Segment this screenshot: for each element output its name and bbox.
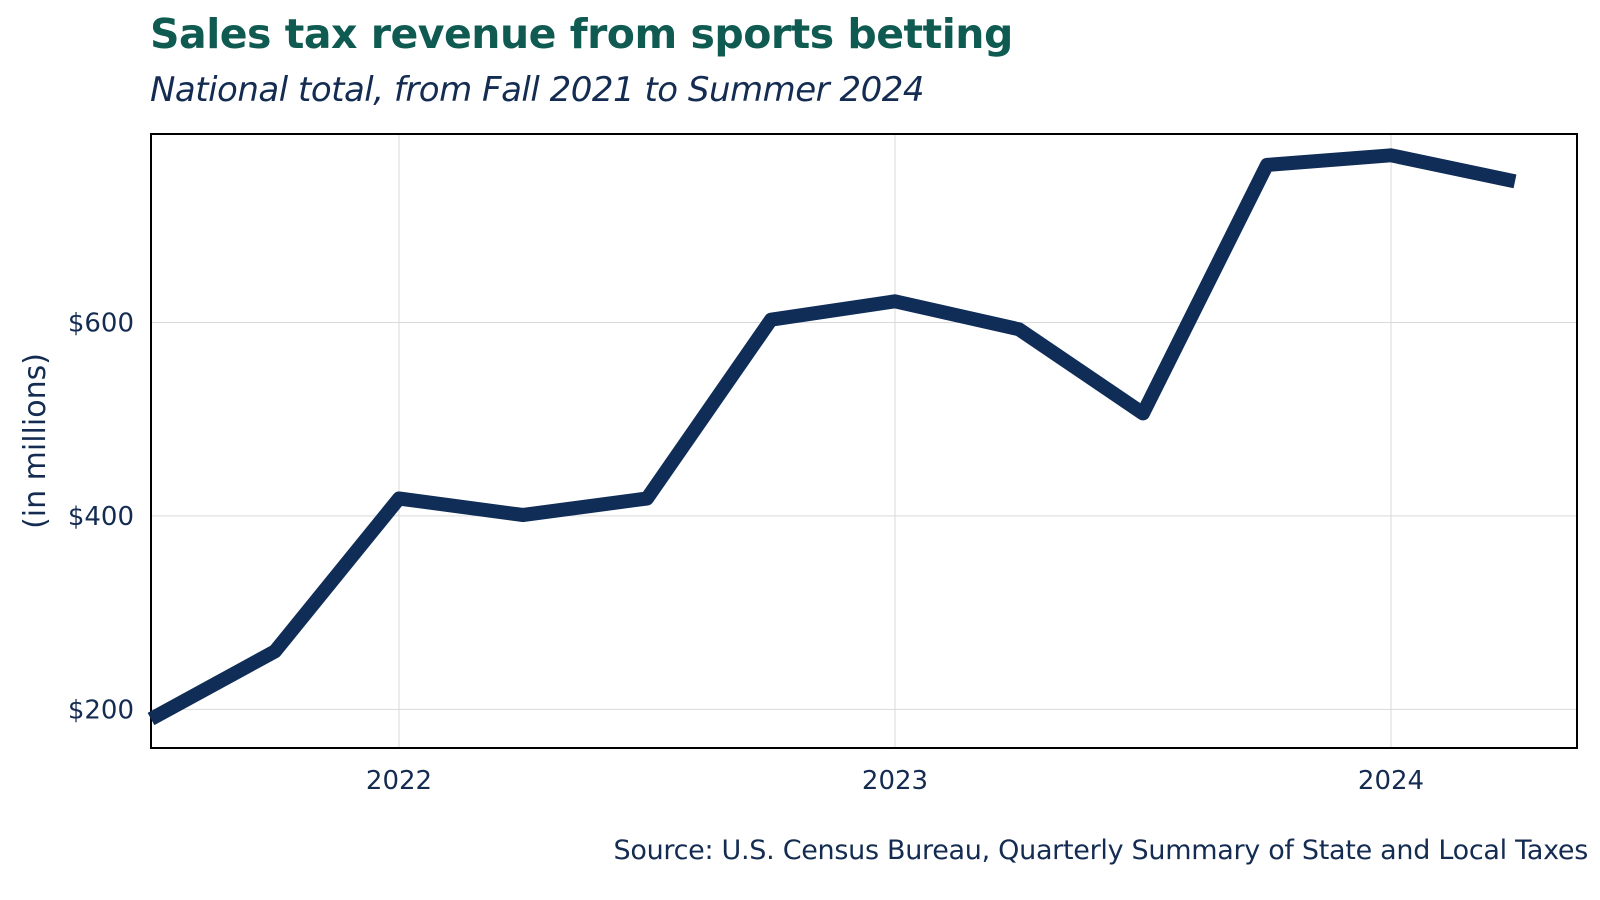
plot-frame xyxy=(150,133,1578,749)
x-tick-label-2024: 2024 xyxy=(1358,766,1424,796)
y-tick-label-400: $400 xyxy=(68,502,134,532)
data-point xyxy=(522,514,524,516)
data-point xyxy=(1514,180,1516,182)
series-line-0 xyxy=(147,148,1517,726)
grid-lines xyxy=(151,134,1577,748)
data-point xyxy=(1266,164,1268,166)
data-point xyxy=(1018,328,1020,330)
x-tick-label-2023: 2023 xyxy=(862,766,928,796)
chart-subtitle: National total, from Fall 2021 to Summer… xyxy=(150,70,925,110)
chart-title: Sales tax revenue from sports betting xyxy=(150,10,1013,58)
data-point xyxy=(1390,154,1392,156)
data-point xyxy=(150,718,152,720)
x-tick-label-2022: 2022 xyxy=(366,766,432,796)
y-tick-labels: $200 $400 $600 xyxy=(68,309,134,726)
source-note: Source: U.S. Census Bureau, Quarterly Su… xyxy=(613,835,1589,866)
y-tick-label-600: $600 xyxy=(68,309,134,339)
data-point xyxy=(894,300,896,302)
data-point xyxy=(646,498,648,500)
x-tick-labels: 2022 2023 2024 xyxy=(366,766,1424,796)
y-axis-title: (in millions) xyxy=(18,353,53,529)
data-point xyxy=(1142,412,1144,414)
data-point xyxy=(770,319,772,321)
data-layer xyxy=(147,148,1517,726)
data-point xyxy=(274,650,276,652)
data-point xyxy=(398,498,400,500)
y-tick-label-200: $200 xyxy=(68,695,134,725)
